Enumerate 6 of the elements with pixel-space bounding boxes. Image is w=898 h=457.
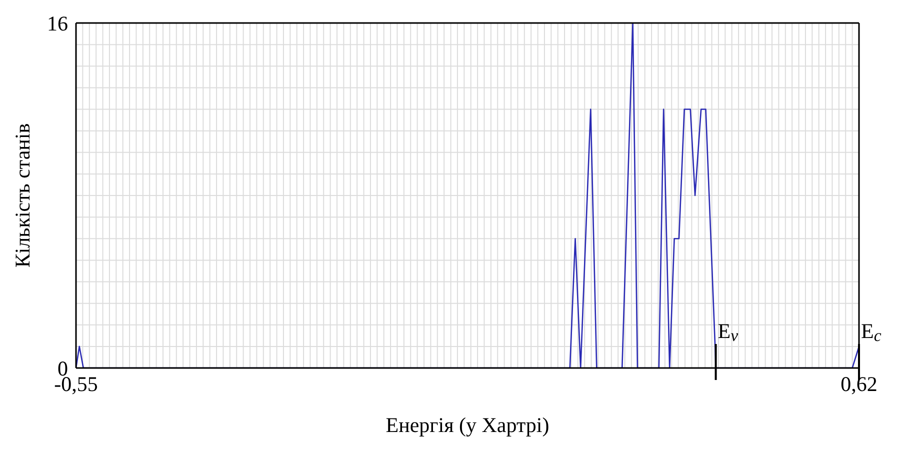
y-tick-label: 16 xyxy=(47,11,68,36)
y-axis-title: Кількість станів xyxy=(10,123,34,268)
ref-line-label: E$_{v}$ xyxy=(718,319,739,345)
ref-line-label: E$_{c}$ xyxy=(861,319,882,345)
x-axis-title: Енергія (у Хартрі) xyxy=(386,413,550,437)
x-tick-label: 0,62 xyxy=(840,372,878,396)
